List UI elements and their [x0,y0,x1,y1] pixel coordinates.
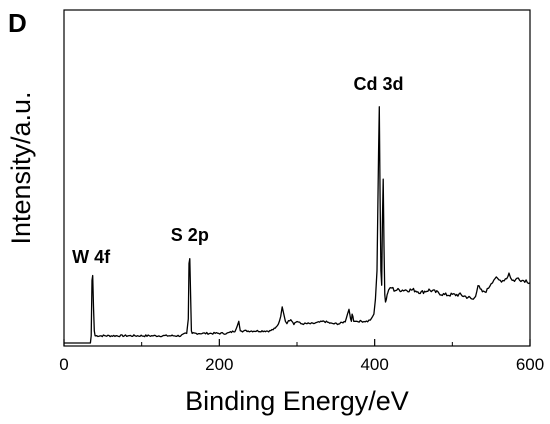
peak-label: Cd 3d [354,74,404,94]
peak-label: S 2p [171,225,209,245]
peak-label: W 4f [72,247,111,267]
x-tick-labels: 0 200 400 600 [59,355,544,374]
x-ticks [63,339,531,346]
y-axis-title: Intensity/a.u. [6,91,36,244]
panel-label: D [8,8,27,38]
plot-frame [63,9,531,347]
x-tick-label: 200 [205,355,233,374]
spectrum-line [64,106,531,344]
peak-annotations: W 4f S 2p Cd 3d [72,74,403,267]
x-tick-label: 400 [360,355,388,374]
x-axis-title: Binding Energy/eV [185,386,409,416]
x-tick-label: 600 [516,355,544,374]
x-tick-label: 0 [59,355,68,374]
